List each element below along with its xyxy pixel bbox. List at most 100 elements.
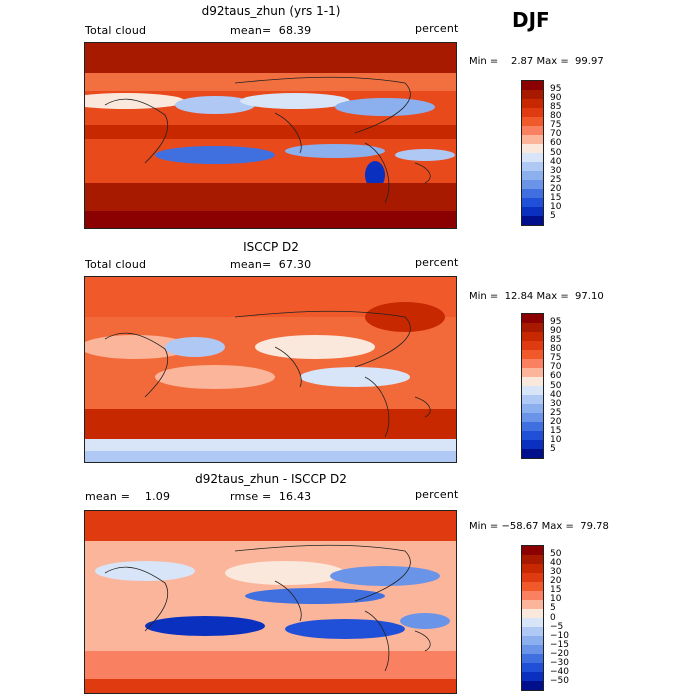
colorbar-3-segment: [522, 672, 543, 681]
panel-2-heatmap: [85, 277, 456, 462]
colorbar-1-segment: [522, 117, 543, 126]
colorbar-2-segment: [522, 395, 543, 404]
panel-2-map: [84, 276, 457, 463]
colorbar-1-label: 85: [550, 101, 562, 112]
colorbar-3-segment: [522, 555, 543, 564]
panel-1-map: [84, 42, 457, 229]
colorbar-1-label: 75: [550, 120, 562, 131]
colorbar-1-segment: [522, 162, 543, 171]
panel-1-units: percent: [415, 22, 459, 35]
colorbar-3-label: −30: [550, 658, 569, 669]
colorbar-1-label: 70: [550, 129, 562, 140]
colorbar-2-segment: [522, 323, 543, 332]
colorbar-1-segment: [522, 153, 543, 162]
panel-3-colorbar-labels: 50 40 30 20 15 10 5 0 −5 −10 −15 −20 −30 −40 −50: [550, 545, 590, 691]
colorbar-1-segment: [522, 81, 543, 90]
colorbar-2-label: 95: [550, 316, 562, 327]
panel-3-title: d92taus_zhun - ISCCP D2: [195, 472, 347, 486]
colorbar-2-label: 15: [550, 426, 562, 437]
colorbar-3-segment: [522, 591, 543, 600]
colorbar-1-label: 10: [550, 202, 562, 213]
colorbar-3-segment: [522, 627, 543, 636]
colorbar-3-label: 50: [550, 548, 562, 559]
colorbar-1-label: 60: [550, 138, 562, 149]
colorbar-2-label: 40: [550, 389, 562, 400]
colorbar-1-label: 80: [550, 111, 562, 121]
colorbar-1-label: 25: [550, 174, 562, 185]
season-label: DJF: [512, 8, 550, 32]
colorbar-1-segment: [522, 189, 543, 198]
colorbar-2-label: 60: [550, 371, 562, 382]
colorbar-3-segment: [522, 573, 543, 582]
colorbar-3-label: −5: [550, 621, 564, 632]
colorbar-3-label: 15: [550, 585, 562, 596]
panel-1-colorbar-labels: 95 90 85 80 75 70 60 50 40 30 25 20 15 10 5: [550, 80, 590, 226]
panel-1-variable: Total cloud: [85, 24, 147, 37]
colorbar-3-segment: [522, 564, 543, 573]
colorbar-1-segment: [522, 90, 543, 99]
colorbar-3-segment: [522, 546, 543, 555]
colorbar-3-segment: [522, 645, 543, 654]
colorbar-1-segment: [522, 144, 543, 153]
colorbar-3-segment: [522, 609, 543, 618]
colorbar-1-segment: [522, 99, 543, 108]
colorbar-3-label: 0: [550, 612, 556, 623]
colorbar-2-label: 80: [550, 344, 562, 354]
colorbar-3-segment: [522, 636, 543, 645]
colorbar-2-segment: [522, 440, 543, 449]
colorbar-2-label: 5: [550, 444, 556, 455]
colorbar-2-label: 70: [550, 362, 562, 373]
colorbar-3-label: 30: [550, 566, 562, 577]
colorbar-2-label: 90: [550, 325, 562, 336]
panel-3-units: percent: [415, 488, 459, 501]
colorbar-1-label: 40: [550, 156, 562, 167]
colorbar-1-segment: [522, 171, 543, 180]
panel-3-heatmap: [85, 511, 456, 693]
panel-2-variable: Total cloud: [85, 258, 147, 271]
panel-2-colorbar: [521, 313, 544, 459]
colorbar-2-label: 50: [550, 380, 562, 391]
colorbar-2-segment: [522, 413, 543, 422]
colorbar-3-segment: [522, 600, 543, 609]
colorbar-2-segment: [522, 350, 543, 359]
colorbar-3-label: −15: [550, 639, 569, 650]
colorbar-3-label: 20: [550, 576, 562, 586]
colorbar-1-segment: [522, 198, 543, 207]
colorbar-1-label: 5: [550, 211, 556, 222]
panel-2-units: percent: [415, 256, 459, 269]
colorbar-1-segment: [522, 126, 543, 135]
panel-3-rmse: rmse = 16.43: [230, 490, 312, 503]
colorbar-2-segment: [522, 359, 543, 368]
colorbar-3-label: −20: [550, 649, 569, 659]
panel-1-colorbar: [521, 80, 544, 226]
panel-3-minmax: Min = −58.67 Max = 79.78: [469, 521, 609, 532]
colorbar-2-segment: [522, 422, 543, 431]
panel-2-colorbar-labels: 95 90 85 80 75 70 60 50 40 30 25 20 15 10 5: [550, 313, 590, 459]
colorbar-2-segment: [522, 377, 543, 386]
colorbar-3-label: −40: [550, 667, 569, 678]
colorbar-1-segment: [522, 207, 543, 216]
colorbar-2-label: 10: [550, 435, 562, 446]
colorbar-3-label: −50: [550, 676, 569, 687]
colorbar-2-segment: [522, 341, 543, 350]
colorbar-1-segment: [522, 216, 543, 225]
panel-3-colorbar: [521, 545, 544, 691]
colorbar-2-segment: [522, 449, 543, 458]
colorbar-2-segment: [522, 404, 543, 413]
colorbar-1-segment: [522, 108, 543, 117]
colorbar-2-label: 20: [550, 417, 562, 427]
colorbar-2-segment: [522, 332, 543, 341]
colorbar-3-segment: [522, 681, 543, 690]
colorbar-3-segment: [522, 663, 543, 672]
colorbar-2-label: 85: [550, 334, 562, 345]
panel-1-minmax: Min = 2.87 Max = 99.97: [469, 56, 604, 67]
colorbar-2-label: 25: [550, 407, 562, 418]
colorbar-3-label: 5: [550, 603, 556, 614]
panel-3-map: [84, 510, 457, 694]
panel-1-mean: mean= 68.39: [230, 24, 312, 37]
colorbar-3-label: −10: [550, 630, 569, 641]
colorbar-2-segment: [522, 386, 543, 395]
colorbar-3-label: 10: [550, 594, 562, 605]
colorbar-1-label: 50: [550, 147, 562, 158]
panel-3-mean: mean = 1.09: [85, 490, 171, 503]
